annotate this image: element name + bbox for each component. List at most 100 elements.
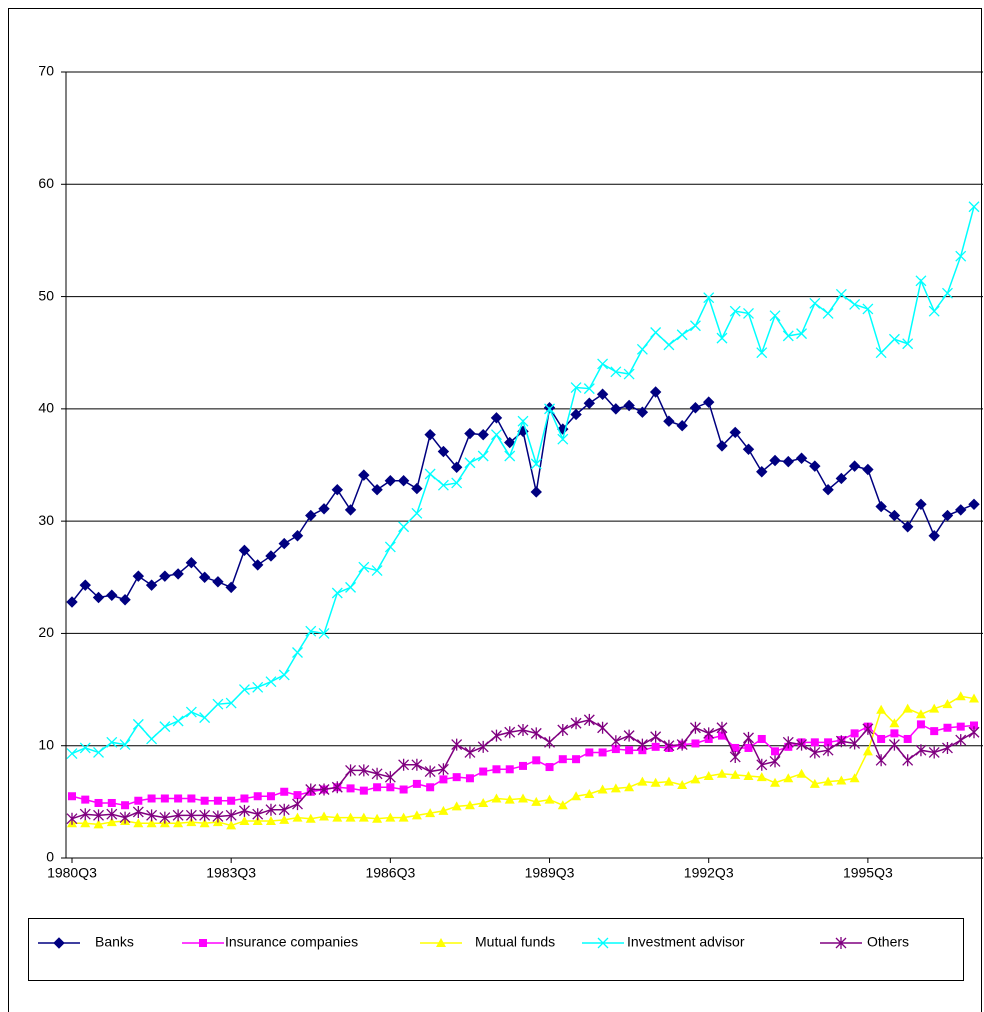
data-point <box>452 773 461 782</box>
data-point <box>876 704 887 714</box>
legend-item: Investment advisor <box>582 934 745 950</box>
data-point <box>384 475 397 487</box>
data-point <box>359 786 368 795</box>
data-point <box>968 726 980 739</box>
data-point <box>185 556 198 569</box>
data-point <box>477 740 489 753</box>
data-point <box>955 734 967 747</box>
data-point <box>212 576 224 588</box>
y-tick-label: 40 <box>38 400 54 416</box>
data-point <box>94 798 103 807</box>
data-point <box>717 731 726 740</box>
data-point <box>782 736 794 749</box>
data-point <box>557 800 568 810</box>
data-point <box>769 454 781 467</box>
data-point <box>597 358 609 370</box>
data-point <box>66 748 78 760</box>
data-point <box>955 691 966 701</box>
data-point <box>545 763 554 772</box>
data-point <box>212 698 224 710</box>
data-point <box>278 537 290 550</box>
data-point <box>663 739 675 752</box>
data-point <box>478 797 489 807</box>
data-point <box>119 811 131 824</box>
data-point <box>809 778 820 788</box>
data-point <box>770 777 781 787</box>
data-point <box>676 329 688 341</box>
y-tick-label: 10 <box>38 736 54 752</box>
x-tick-label: 1992Q3 <box>684 865 734 881</box>
data-point <box>610 366 622 378</box>
data-point <box>292 798 303 811</box>
data-point <box>743 307 754 319</box>
data-point <box>650 777 661 787</box>
data-point <box>822 307 834 319</box>
data-point <box>835 288 847 300</box>
data-point <box>147 794 156 803</box>
data-point <box>265 815 276 825</box>
data-point <box>557 433 569 445</box>
data-point <box>145 579 158 591</box>
data-point <box>318 783 330 796</box>
data-point <box>159 721 171 733</box>
data-point <box>783 773 794 783</box>
data-point <box>386 783 395 792</box>
data-point <box>716 332 728 344</box>
data-point <box>570 408 582 421</box>
data-point <box>424 428 436 441</box>
data-point <box>464 800 475 810</box>
data-point <box>398 758 410 771</box>
data-point <box>173 818 184 828</box>
data-point <box>756 758 768 771</box>
data-point <box>107 798 116 807</box>
data-point <box>901 521 914 533</box>
data-point <box>930 727 939 736</box>
legend-marker <box>597 937 609 949</box>
data-point <box>490 412 503 424</box>
data-point <box>969 693 979 703</box>
legend-label: Banks <box>95 934 134 950</box>
data-point <box>106 736 118 748</box>
data-point <box>93 746 104 758</box>
data-point <box>477 428 489 441</box>
data-point <box>344 504 357 516</box>
data-point <box>769 755 781 768</box>
data-point <box>968 498 980 511</box>
data-point <box>572 755 581 764</box>
data-point <box>146 733 158 745</box>
data-point <box>810 738 819 747</box>
data-point <box>252 815 263 825</box>
data-point <box>346 784 355 793</box>
data-point <box>862 722 874 735</box>
data-point <box>929 703 940 713</box>
data-point <box>849 737 861 750</box>
data-point <box>187 794 196 803</box>
data-point <box>955 250 967 262</box>
data-point <box>491 429 502 441</box>
data-point <box>636 406 649 418</box>
data-point <box>106 817 117 827</box>
y-tick-label: 60 <box>38 175 54 191</box>
data-point <box>371 565 383 577</box>
legend-item: Mutual funds <box>420 934 555 950</box>
data-point <box>93 809 104 822</box>
data-point <box>517 723 529 736</box>
data-point <box>916 720 925 729</box>
data-point <box>676 419 688 432</box>
data-point <box>464 427 476 440</box>
data-point <box>121 801 130 810</box>
data-point <box>332 812 343 822</box>
data-point <box>160 794 169 803</box>
data-point <box>757 734 766 743</box>
data-point <box>79 742 91 754</box>
data-point <box>411 507 423 519</box>
data-point <box>649 386 662 398</box>
x-tick-label: 1980Q3 <box>47 865 97 881</box>
data-point <box>531 796 542 806</box>
data-point <box>477 450 489 462</box>
legend-label: Investment advisor <box>627 934 745 950</box>
data-point <box>81 795 90 804</box>
data-point <box>637 776 648 786</box>
data-point <box>266 792 275 801</box>
data-point <box>584 788 595 798</box>
